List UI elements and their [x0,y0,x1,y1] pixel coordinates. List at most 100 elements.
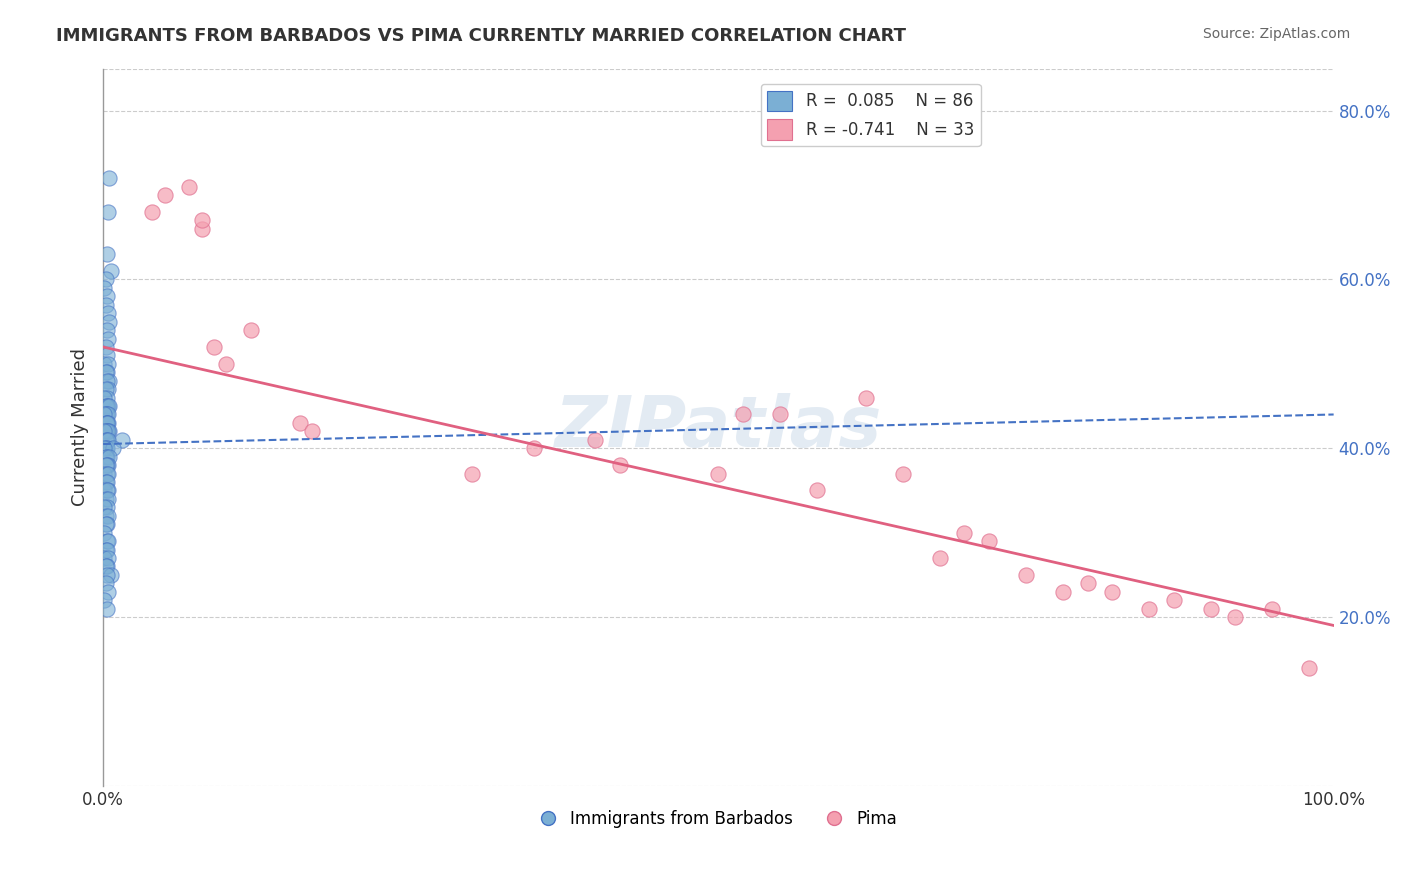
Point [94,450,117,464]
Point [94,491,117,506]
Point [301,425,323,439]
Point [94,576,117,591]
Point [94,399,117,413]
Point [94,425,117,439]
Text: Source: ZipAtlas.com: Source: ZipAtlas.com [1202,27,1350,41]
Point [1199,601,1222,615]
Point [97,357,120,371]
Point [96,391,118,405]
Point [190,222,212,236]
Point [96,542,118,557]
Point [101,442,124,456]
Point [461,467,484,481]
Point [523,442,546,456]
Point [731,408,754,422]
Point [97,458,120,472]
Point [94,365,117,379]
Point [94,542,117,557]
Point [97,416,120,430]
Point [93,500,115,515]
Point [93,425,115,439]
Point [94,416,117,430]
Point [98,171,121,186]
Point [94,272,117,286]
Point [1101,584,1123,599]
Point [1225,610,1247,624]
Point [97,551,120,566]
Point [96,425,118,439]
Point [94,298,117,312]
Point [98,399,121,413]
Text: IMMIGRANTS FROM BARBADOS VS PIMA CURRENTLY MARRIED CORRELATION CHART: IMMIGRANTS FROM BARBADOS VS PIMA CURRENT… [56,27,907,45]
Point [96,348,118,362]
Point [855,391,877,405]
Point [96,416,118,430]
Point [1298,660,1320,674]
Point [97,584,120,599]
Point [202,340,225,354]
Point [96,247,118,261]
Point [93,357,115,371]
Point [1015,567,1038,582]
Point [100,567,122,582]
Point [96,559,118,574]
Point [93,391,115,405]
Point [96,517,118,532]
Point [1163,593,1185,607]
Point [769,408,792,422]
Point [96,416,118,430]
Point [94,458,117,472]
Point [96,408,118,422]
Point [94,408,117,422]
Point [93,525,115,540]
Point [96,475,118,489]
Point [97,433,120,447]
Point [93,483,115,498]
Point [94,442,117,456]
Point [977,534,1000,549]
Point [97,306,120,320]
Point [94,382,117,396]
Point [96,433,118,447]
Text: ZIPatlas: ZIPatlas [555,392,882,462]
Point [583,433,606,447]
Point [1137,601,1160,615]
Point [96,500,118,515]
Point [891,467,914,481]
Point [97,205,120,219]
Point [1261,601,1284,615]
Point [100,264,122,278]
Point [98,425,121,439]
Point [141,205,163,219]
Point [98,450,121,464]
Point [179,179,201,194]
Point [97,408,120,422]
Point [93,551,115,566]
Point [96,399,118,413]
Point [1076,576,1098,591]
Point [96,289,118,303]
Point [96,567,118,582]
Point [96,442,118,456]
Point [93,281,115,295]
Point [707,467,730,481]
Point [93,467,115,481]
Point [96,483,118,498]
Point [96,601,118,615]
Point [93,408,115,422]
Point [96,458,118,472]
Point [94,508,117,523]
Point [97,483,120,498]
Point [288,416,311,430]
Point [806,483,828,498]
Point [96,374,118,388]
Point [928,551,950,566]
Point [93,593,115,607]
Point [94,559,117,574]
Point [239,323,262,337]
Point [110,433,132,447]
Point [94,340,117,354]
Legend: Immigrants from Barbados, Pima: Immigrants from Barbados, Pima [533,804,904,835]
Point [190,213,212,227]
Point [97,491,120,506]
